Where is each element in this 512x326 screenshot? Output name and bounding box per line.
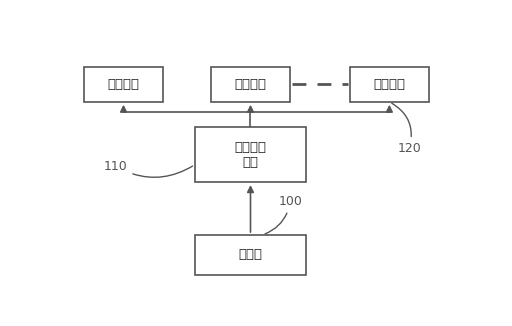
Bar <box>350 67 429 102</box>
Text: 显示单元: 显示单元 <box>108 78 139 91</box>
Text: 110: 110 <box>103 160 193 177</box>
Bar <box>211 67 290 102</box>
Bar <box>84 67 163 102</box>
Text: 显示单元: 显示单元 <box>373 78 406 91</box>
Text: 100: 100 <box>265 195 302 234</box>
Text: 120: 120 <box>392 103 421 155</box>
Text: 显示单元: 显示单元 <box>234 78 266 91</box>
Bar <box>195 235 306 275</box>
Text: 控制器: 控制器 <box>239 248 263 261</box>
Text: 拼接处理
装置: 拼接处理 装置 <box>234 141 266 169</box>
Bar <box>195 127 306 182</box>
